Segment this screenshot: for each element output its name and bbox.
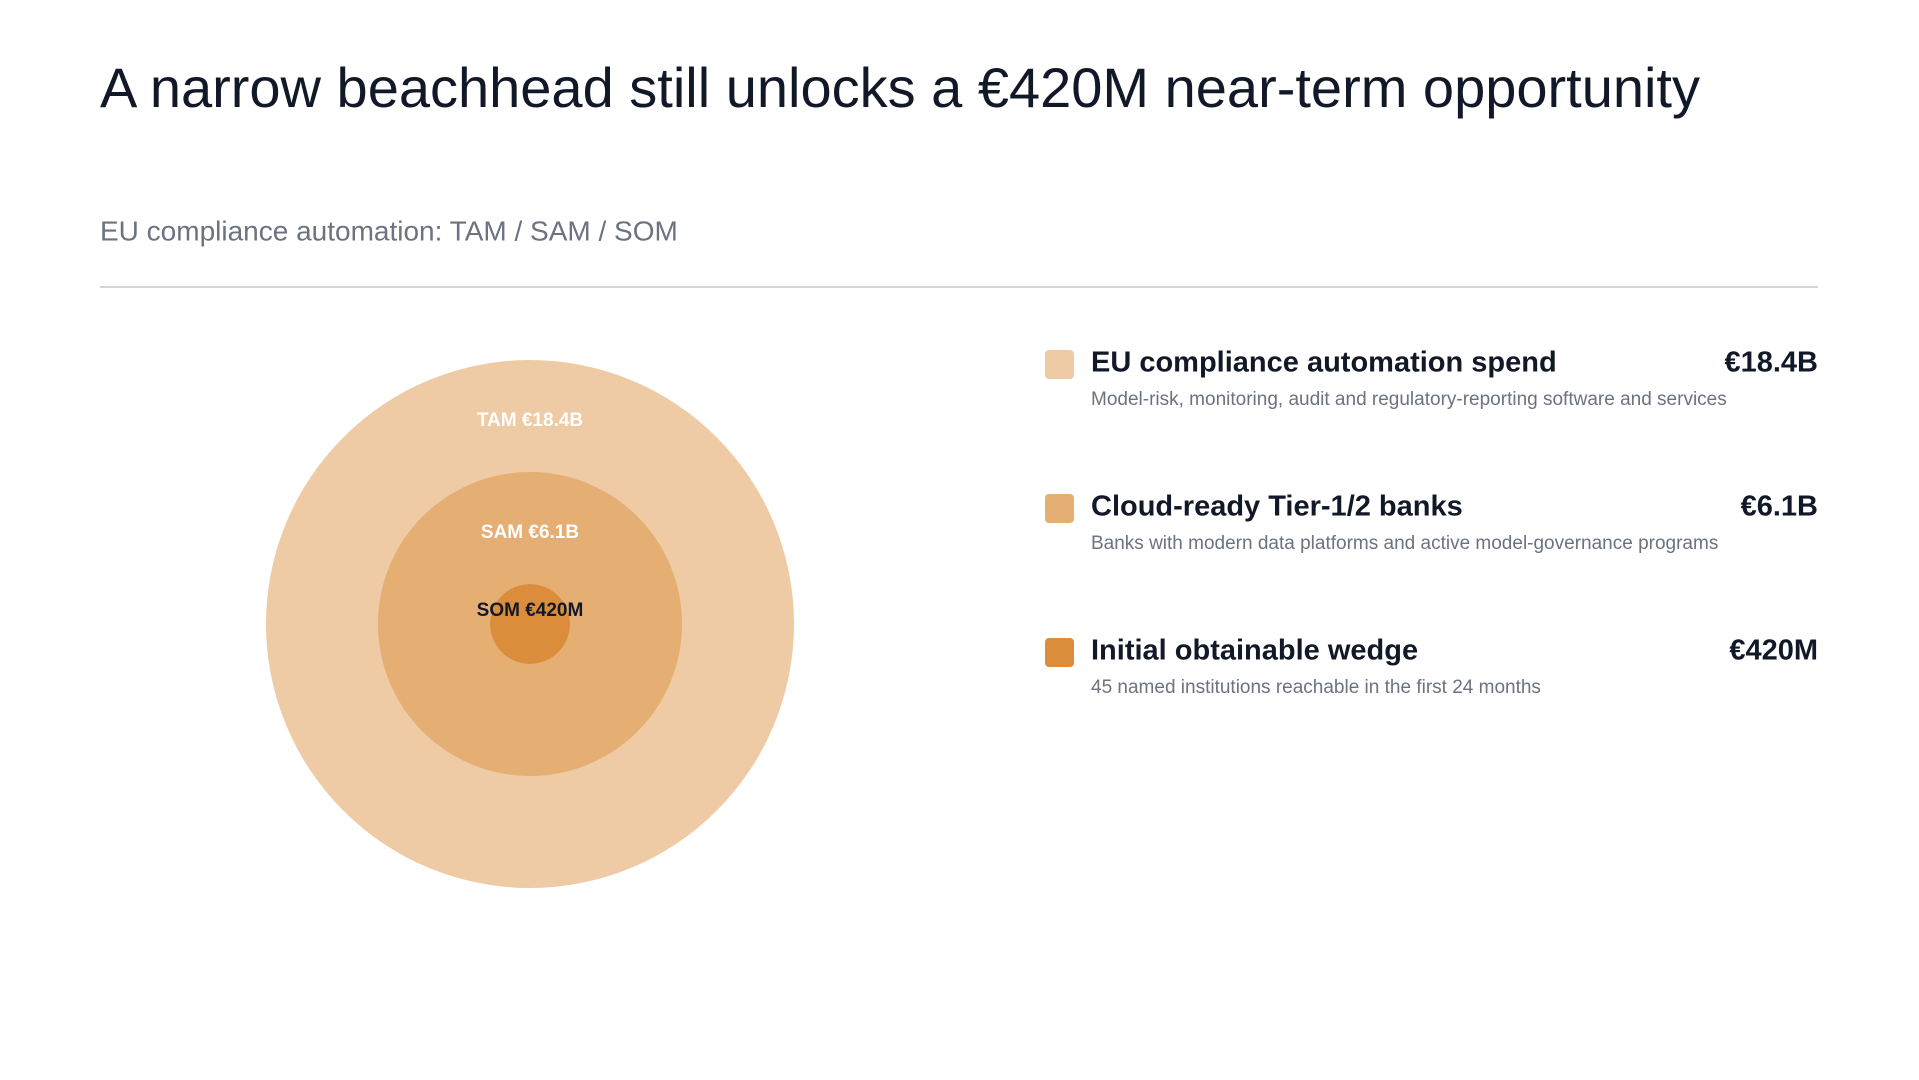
circle-label: SOM €420M — [477, 600, 584, 621]
circle-label: SAM €6.1B — [481, 522, 579, 543]
legend-name: EU compliance automation spend — [1091, 347, 1557, 379]
legend-description: 45 named institutions reachable in the f… — [1091, 677, 1541, 698]
legend-description: Banks with modern data platforms and act… — [1091, 533, 1718, 554]
legend-name: Cloud-ready Tier-1/2 banks — [1091, 491, 1463, 523]
market-circle — [490, 584, 570, 664]
legend-value: €6.1B — [1741, 491, 1818, 523]
legend-swatch — [1045, 494, 1074, 523]
legend-swatch — [1045, 350, 1074, 379]
legend-swatch — [1045, 638, 1074, 667]
legend-name: Initial obtainable wedge — [1091, 635, 1418, 667]
legend-value: €420M — [1729, 635, 1818, 667]
legend-description: Model-risk, monitoring, audit and regula… — [1091, 389, 1727, 410]
legend-value: €18.4B — [1724, 347, 1818, 379]
title: A narrow beachhead still unlocks a €420M… — [100, 56, 1700, 119]
circle-label: TAM €18.4B — [477, 410, 583, 431]
subtitle: EU compliance automation: TAM / SAM / SO… — [100, 215, 678, 246]
